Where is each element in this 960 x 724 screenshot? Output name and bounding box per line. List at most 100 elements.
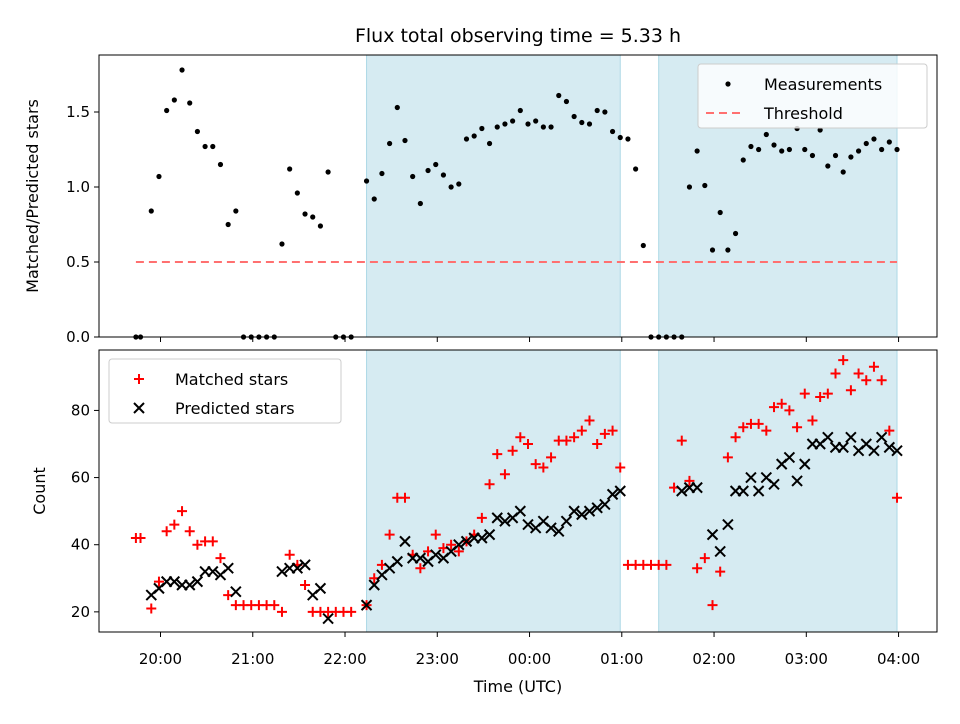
predicted-stars-point (491, 512, 503, 524)
matched-stars-point (715, 566, 726, 577)
measurements-point (148, 208, 154, 214)
measurements-point (287, 166, 293, 172)
measurements-point (702, 182, 708, 189)
matched-stars-point (884, 425, 895, 436)
predicted-stars-point (799, 458, 811, 470)
matched-stars-point (538, 462, 549, 473)
matched-stars-point (384, 529, 395, 540)
x-tick-label: 03:00 (785, 650, 828, 668)
matched-stars-point (453, 546, 464, 557)
x-tick-label: 01:00 (600, 650, 643, 668)
x-tick-label: 21:00 (231, 650, 274, 668)
measurements-point (456, 181, 462, 187)
bottom-observing-window-2 (658, 349, 898, 633)
predicted-stars-point (706, 528, 719, 541)
predicted-stars-point (222, 562, 234, 574)
matched-stars-point (845, 385, 856, 396)
measurements-point (533, 118, 539, 124)
x-tick-label: 20:00 (139, 650, 182, 668)
matched-stars-point (284, 549, 295, 560)
x-axis: 20:00 21:00 22:00 23:00 00:00 01:00 02:00 03:00… (139, 650, 920, 668)
measurements-point (194, 128, 201, 135)
predicted-stars-point (676, 485, 688, 497)
measurements-point (871, 136, 877, 142)
measurements-point (617, 134, 623, 141)
predicted-stars-point (360, 599, 373, 611)
matched-stars-point (269, 600, 280, 611)
measurements-point (156, 173, 162, 180)
predicted-stars-point (476, 532, 488, 544)
predicted-stars-point (591, 502, 603, 514)
matched-stars-point (415, 563, 426, 574)
matched-stars-point (692, 563, 703, 574)
predicted-stars-point (207, 565, 219, 578)
measurements-point (556, 92, 562, 99)
predicted-stars-point (522, 518, 534, 531)
legend-predicted-stars-swatch (133, 402, 145, 414)
measurements-point (763, 131, 769, 138)
matched-stars-point (184, 526, 195, 537)
measurements-point (832, 152, 839, 159)
measurements-point (879, 146, 885, 153)
predicted-stars-point (276, 565, 288, 578)
matched-stars-point (776, 398, 787, 409)
matched-stars-point (561, 435, 572, 446)
matched-stars-point (430, 529, 441, 540)
measurements-point (179, 67, 185, 73)
matched-stars-point (815, 392, 826, 402)
measurements-point (886, 139, 892, 145)
matched-stars-point (769, 402, 780, 413)
matched-stars-point (484, 479, 495, 490)
measurements-point (686, 184, 693, 190)
measurements-point (848, 154, 854, 160)
predicted-stars-point (299, 559, 311, 571)
bottom-axes-frame (98, 349, 938, 633)
measurements-point (548, 124, 554, 130)
measurements-point (771, 142, 777, 148)
measurements-point (732, 230, 739, 237)
measurements-point (202, 143, 208, 150)
predicted-stars-point (191, 575, 204, 588)
predicted-stars-point (891, 445, 903, 457)
matched-stars-point (515, 432, 526, 443)
top-panel: 0.0 0.5 1.0 1.5 Matched/Predicted stars Measu… (23, 54, 938, 346)
matched-stars-point (399, 492, 410, 503)
predicted-stars-point (414, 552, 427, 564)
predicted-stars-point (845, 431, 857, 443)
matched-stars-point (868, 361, 879, 372)
matched-stars-point (853, 368, 864, 379)
predicted-stars-point (560, 515, 573, 527)
top-y-tick-label: 0.5 (66, 253, 90, 271)
measurements-point (809, 152, 816, 159)
measurements-point (840, 169, 846, 175)
measurements-point (510, 118, 516, 124)
x-tick-label: 00:00 (508, 650, 551, 668)
matched-stars-point (169, 519, 180, 530)
bottom-legend-box (108, 358, 342, 424)
measurements-point (694, 148, 700, 154)
measurements-point (387, 140, 393, 147)
predicted-stars-point (553, 525, 565, 537)
measurements-point (748, 143, 754, 150)
top-legend-box (697, 63, 928, 129)
matched-stars-point (569, 432, 580, 443)
predicted-stars-point (875, 431, 888, 443)
measurements-point (802, 146, 808, 153)
matched-stars-point (676, 435, 687, 446)
measurements-point (486, 140, 493, 147)
measurements-point (279, 241, 285, 247)
measurements-point (586, 121, 593, 127)
matched-stars-point (530, 459, 541, 470)
measurements-point (402, 137, 408, 144)
predicted-stars-point (783, 451, 796, 464)
measurements-point (863, 140, 869, 147)
matched-stars-point (892, 492, 903, 503)
measurements-point (563, 98, 570, 105)
measurements-point (325, 169, 331, 175)
predicted-stars-point (737, 485, 749, 497)
measurements-point (709, 247, 716, 253)
predicted-stars-point (868, 445, 880, 457)
measurements-point (417, 200, 423, 207)
measurements-point (471, 133, 477, 139)
matched-stars-point (684, 475, 695, 486)
